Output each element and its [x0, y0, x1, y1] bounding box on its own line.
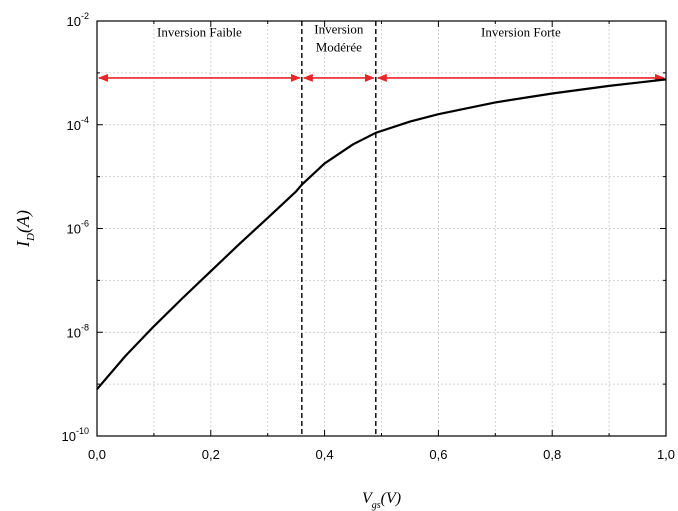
- region-label: Inversion Faible: [157, 25, 242, 40]
- y-axis: 10-10 10-8 10-6 10-4 10-2: [62, 11, 666, 444]
- region-labels: Inversion Faible Inversion Modérée Inversio…: [157, 21, 561, 54]
- region-label: Inversion Forte: [481, 25, 561, 40]
- y-tick-label: 10-8: [67, 322, 89, 340]
- x-tick-label: 0,0: [88, 447, 106, 462]
- y-axis-title: ID(A): [13, 210, 37, 248]
- x-axis-title: Vgs(V): [362, 490, 401, 511]
- x-axis: 0,0 0,2 0,4 0,6 0,8 1,0: [88, 21, 675, 462]
- grid: [97, 21, 667, 436]
- y-tick-label: 10-10: [62, 426, 89, 444]
- x-tick-label: 0,2: [202, 447, 220, 462]
- series-line: [96, 78, 667, 390]
- series-layer: [96, 78, 667, 390]
- x-tick-label: 0,8: [543, 447, 561, 462]
- x-tick-label: 0,6: [429, 447, 447, 462]
- region-dividers: [301, 21, 377, 436]
- y-tick-label: 10-4: [67, 115, 89, 133]
- axis-titles: Vgs(V) ID(A): [13, 210, 401, 511]
- x-tick-label: 1,0: [657, 447, 675, 462]
- y-tick-label: 10-6: [67, 219, 89, 237]
- y-tick-label: 10-2: [67, 11, 89, 29]
- region-label: Inversion: [314, 21, 364, 36]
- x-tick-label: 0,4: [316, 447, 334, 462]
- region-label: Modérée: [316, 39, 362, 54]
